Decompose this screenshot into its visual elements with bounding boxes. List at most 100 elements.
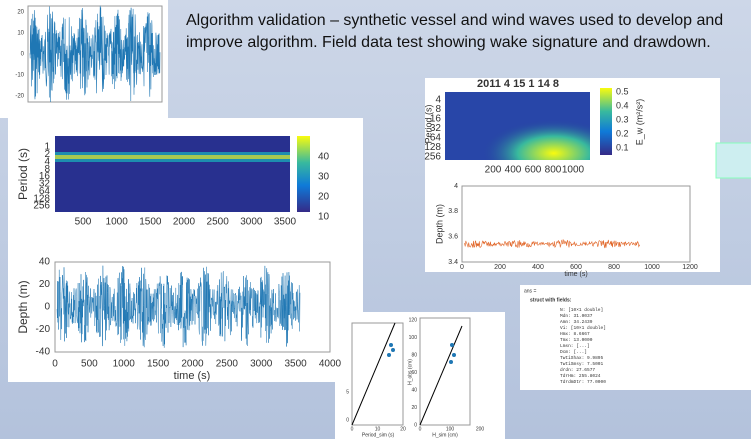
x-tick-label: 500 xyxy=(75,217,92,228)
colorbar-label: 0.1 xyxy=(616,142,629,152)
x-tick-label: 0 xyxy=(419,426,422,432)
struct-line: Lmsn: [...] xyxy=(560,343,590,349)
shape xyxy=(715,142,751,179)
x-tick-label: 1000 xyxy=(106,217,129,228)
struct-line: drdn: 27.6577 xyxy=(560,367,595,373)
struct-subheader: struct with fields: xyxy=(530,297,572,303)
colorbar-label: 10 xyxy=(318,212,330,223)
y-tick-label: 16 xyxy=(430,114,442,125)
y-tick-label: 32 xyxy=(430,123,442,134)
struct-panel xyxy=(520,285,751,390)
y-axis-label: Period (s) xyxy=(16,148,30,200)
x-tick-label: 2000 xyxy=(173,217,196,228)
y-axis-label: Depth (m) xyxy=(434,204,444,244)
x-tick-label: 4000 xyxy=(319,359,342,370)
x-tick-label: 600 xyxy=(525,165,542,176)
x-tick-label: 2500 xyxy=(216,359,239,370)
y-tick-label: 64 xyxy=(39,186,51,197)
y-tick-label: 3.4 xyxy=(448,259,458,266)
x-tick-label: 200 xyxy=(494,264,506,271)
y-tick-label: 8 xyxy=(44,164,50,175)
x-tick-label: 10 xyxy=(375,426,381,432)
y-tick-label: -20 xyxy=(15,94,24,100)
y-axis-label: Period (s) xyxy=(423,104,433,143)
x-tick-label: 3000 xyxy=(250,359,273,370)
struct-line: Mdn: 31.0037 xyxy=(560,313,593,319)
x-tick-label: 800 xyxy=(608,264,620,271)
y-tick-label: -20 xyxy=(36,324,51,335)
x-axis-label: time (s) xyxy=(564,271,587,278)
y-tick-label: 3.6 xyxy=(448,234,458,241)
struct-line: Hmx: 8.6667 xyxy=(560,331,590,337)
small-figure xyxy=(0,0,168,118)
struct-line: Dcm: [...] xyxy=(560,349,587,355)
x-tick-label: 3500 xyxy=(285,359,308,370)
y-tick-label: 1 xyxy=(44,142,50,153)
y-tick-label: 256 xyxy=(424,152,441,163)
y-tick-label: 10 xyxy=(17,31,24,37)
x-tick-label: 2000 xyxy=(181,359,204,370)
struct-header: ans = xyxy=(524,288,536,294)
y-tick-label: 20 xyxy=(39,279,51,290)
y-tick-label: 2 xyxy=(44,149,50,160)
y-tick-label: 0 xyxy=(44,302,50,313)
struct-line: Vi: [10×1 double] xyxy=(560,325,606,331)
x-tick-label: 0 xyxy=(460,264,464,271)
struct-line: TwtiShax: 9.9895 xyxy=(560,355,604,361)
y-tick-label: 20 xyxy=(17,10,24,16)
y-axis-label: Depth (m) xyxy=(16,280,30,333)
y-tick-label: 4 xyxy=(454,183,458,190)
x-tick-label: 1500 xyxy=(139,217,162,228)
x-tick-label: 0 xyxy=(52,359,58,370)
x-tick-label: 400 xyxy=(532,264,544,271)
struct-line: TwtiSmsy: 7.5001 xyxy=(560,361,604,367)
colorbar-label: 30 xyxy=(318,172,330,183)
x-tick-label: 3500 xyxy=(274,217,297,228)
field-figure xyxy=(425,78,720,272)
x-axis-label: time (s) xyxy=(174,370,211,382)
struct-line: Amn: 34.2439 xyxy=(560,319,593,325)
y-tick-label: 60 xyxy=(411,370,417,376)
y-tick-label: 128 xyxy=(33,193,50,204)
y-tick-label: 4 xyxy=(435,95,441,106)
x-tick-label: 3000 xyxy=(240,217,263,228)
y-tick-label: 120 xyxy=(409,317,418,323)
figure-title: 2011 4 15 1 14 8 xyxy=(477,78,559,90)
x-tick-label: 800 xyxy=(545,165,562,176)
y-tick-label: 40 xyxy=(411,387,417,393)
colorbar-label: 0.4 xyxy=(616,100,629,110)
y-tick-label: -10 xyxy=(15,73,24,79)
colorbar-label: 0.2 xyxy=(616,128,629,138)
y-tick-label: 5 xyxy=(346,389,349,395)
y-tick-label: 20 xyxy=(411,405,417,411)
y-tick-label: 100 xyxy=(409,335,418,341)
colorbar-title: E_w (m²/s²) xyxy=(634,99,644,146)
y-tick-label: 16 xyxy=(39,171,51,182)
x-axis-label: H_sim (cm) xyxy=(432,432,458,438)
y-tick-label: 80 xyxy=(411,352,417,358)
y-tick-label: 32 xyxy=(39,179,51,190)
struct-line: Tmx: 13.0000 xyxy=(560,337,593,343)
x-tick-label: 0 xyxy=(351,426,354,432)
synthetic-figure xyxy=(8,118,363,382)
y-tick-label: 256 xyxy=(33,201,50,212)
y-tick-label: 0 xyxy=(21,52,25,58)
x-tick-label: 100 xyxy=(446,426,455,432)
x-tick-label: 200 xyxy=(476,426,485,432)
y-tick-label: -40 xyxy=(36,347,51,358)
colorbar-label: 40 xyxy=(318,152,330,163)
x-tick-label: 1000 xyxy=(562,165,585,176)
x-tick-label: 1200 xyxy=(682,264,698,271)
x-tick-label: 1000 xyxy=(644,264,660,271)
x-tick-label: 400 xyxy=(505,165,522,176)
x-tick-label: 1500 xyxy=(147,359,170,370)
y-tick-label: 8 xyxy=(435,104,441,115)
x-tick-label: 1000 xyxy=(113,359,136,370)
x-axis-label: Period_sim (s) xyxy=(362,432,395,438)
struct-line: TdrHm: 255.8024 xyxy=(560,373,601,379)
colorbar-label: 0.3 xyxy=(616,114,629,124)
struct-line: N: [10×1 double] xyxy=(560,307,603,313)
y-tick-label: 0 xyxy=(414,422,417,428)
colorbar-label: 20 xyxy=(318,192,330,203)
